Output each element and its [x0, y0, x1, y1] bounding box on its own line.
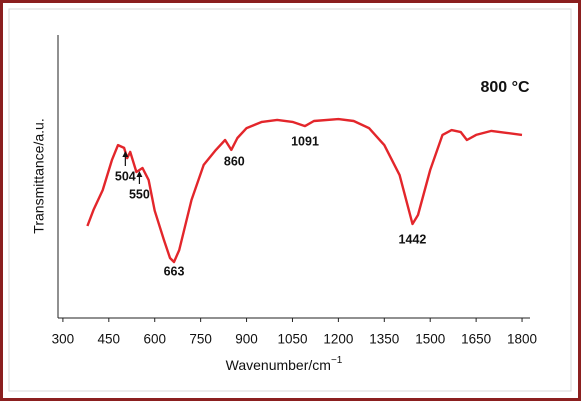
x-tick-label: 300: [52, 332, 75, 347]
peak-arrow-head: [122, 151, 129, 157]
x-tick-label: 450: [98, 332, 121, 347]
peak-label: 1442: [399, 232, 427, 246]
peak-label: 1091: [291, 134, 319, 148]
peak-label: 663: [164, 264, 185, 278]
x-tick-label: 750: [189, 332, 212, 347]
temperature-annotation: 800 °C: [480, 79, 530, 96]
x-axis-label-text: Wavenumber/cm: [226, 357, 331, 373]
peak-arrow-head: [136, 171, 143, 177]
peak-label: 504: [115, 169, 136, 183]
x-tick-label: 1200: [323, 332, 353, 347]
x-tick-label: 600: [143, 332, 166, 347]
x-tick-label: 1050: [277, 332, 307, 347]
y-axis-label: Transmittance/a.u.: [31, 118, 47, 233]
x-axis-label: Wavenumber/cm−1: [226, 355, 343, 373]
inner-border: [8, 8, 572, 392]
x-tick-label: 1650: [461, 332, 491, 347]
peak-label: 860: [224, 154, 245, 168]
x-axis-label-sup: −1: [331, 355, 343, 366]
x-tick-label: 1500: [415, 332, 445, 347]
peak-label: 550: [129, 187, 150, 201]
x-tick-label: 1350: [369, 332, 399, 347]
x-tick-label: 900: [235, 332, 258, 347]
x-tick-label: 1800: [507, 332, 537, 347]
spectrum-line: [86, 117, 523, 264]
